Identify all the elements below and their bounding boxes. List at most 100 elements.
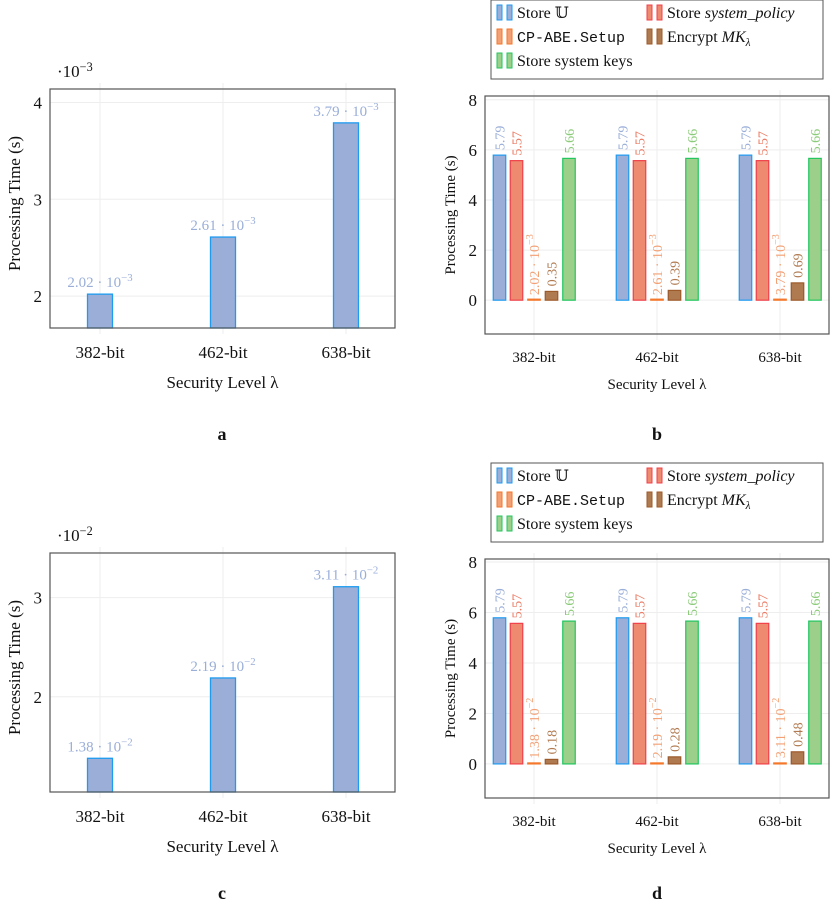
legend-swatch — [656, 491, 663, 508]
data-label: 5.66 — [563, 592, 578, 617]
legend-swatch — [646, 491, 653, 508]
data-label: 5.79 — [494, 588, 509, 613]
data-label: 1.38 · 10−2 — [525, 698, 543, 759]
y-axis-label: Processing Time (s) — [5, 600, 24, 735]
bar-638-bit — [332, 586, 360, 793]
x-axis-label: Security Level λ — [608, 377, 708, 393]
y-tick-label: 0 — [469, 755, 478, 774]
y-tick-label: 6 — [469, 604, 478, 623]
bar-cp-abe.setup — [527, 298, 541, 301]
legend-swatch — [656, 28, 663, 45]
bar-store-system_policy — [509, 622, 524, 765]
bar-cp-abe.setup — [650, 762, 664, 765]
bar-638-bit — [332, 122, 360, 329]
x-axis-label: Security Level λ — [166, 373, 279, 392]
data-label: 0.48 — [792, 722, 807, 747]
legend-swatch — [656, 4, 663, 21]
data-label: 5.57 — [757, 131, 772, 156]
legend-swatch — [506, 52, 513, 69]
y-tick-label: 3 — [34, 190, 43, 209]
panel-label: d — [652, 883, 662, 901]
bar-store-system-keys — [685, 620, 699, 765]
bar-cp-abe.setup — [527, 762, 541, 765]
y-tick-label: 0 — [469, 291, 478, 310]
y-axis-label: Processing Time (s) — [5, 136, 24, 271]
legend-swatch — [506, 28, 513, 45]
chart-panel-a: 2.02 · 10−3 2.61 · 10−3 3.79 · 10−3 ·10−3 2 3… — [5, 60, 396, 444]
legend-label: Store system keys — [517, 53, 633, 70]
chart-panel-c: 1.38 · 10−2 2.19 · 10−2 3.11 · 10−2 ·10−2 2 3… — [5, 524, 396, 901]
x-tick-label: 462-bit — [198, 807, 247, 826]
panel-label: b — [652, 424, 662, 444]
x-axis-label: Security Level λ — [608, 841, 708, 857]
legend-label: Encrypt MKλ — [667, 29, 751, 49]
data-label: 5.79 — [740, 588, 755, 613]
bar-462-bit — [209, 677, 237, 793]
y-tick-label: 8 — [469, 91, 478, 110]
data-label: 5.57 — [634, 594, 649, 619]
legend-label: Store system_policy — [667, 468, 795, 485]
y-tick-label: 4 — [34, 94, 43, 113]
bar-store-𝕌 — [492, 617, 507, 765]
legend-swatch — [506, 467, 513, 484]
legend-label: Encrypt MKλ — [667, 492, 751, 512]
x-tick-label: 638-bit — [758, 814, 802, 830]
legend-swatch — [646, 4, 653, 21]
bar-encrypt-mkλ — [667, 289, 682, 301]
bar-cp-abe.setup — [773, 762, 787, 765]
data-label: 5.66 — [809, 592, 824, 617]
data-label: 5.66 — [686, 592, 701, 617]
y-tick-label: 2 — [34, 688, 43, 707]
x-tick-label: 382-bit — [512, 814, 556, 830]
data-label: 2.19 · 10−2 — [648, 697, 666, 758]
data-label: 2.02 · 10−3 — [67, 272, 132, 291]
bar-store-system-keys — [562, 620, 576, 765]
data-label: 5.66 — [563, 129, 578, 154]
legend-label: Store 𝕌 — [517, 5, 569, 22]
plot-frame — [49, 552, 396, 793]
legend-swatch — [496, 467, 503, 484]
legend-swatch — [496, 4, 503, 21]
data-label: 5.57 — [757, 594, 772, 619]
legend-swatch — [496, 491, 503, 508]
x-tick-label: 462-bit — [635, 814, 679, 830]
legend: Store 𝕌 Store system_policy CP-ABE.Setup En… — [490, 462, 824, 543]
bar-382-bit — [86, 293, 114, 329]
legend-swatch — [496, 515, 503, 532]
bar-store-system-keys — [808, 620, 822, 765]
data-label: 5.57 — [634, 131, 649, 156]
y-tick-label: 2 — [469, 241, 478, 260]
legend-swatch — [506, 4, 513, 21]
legend-swatch — [506, 515, 513, 532]
bar-store-𝕌 — [738, 617, 753, 765]
bar-store-𝕌 — [615, 154, 630, 301]
panel-label: c — [218, 883, 226, 901]
bar-cp-abe.setup — [773, 298, 787, 301]
data-label: 0.35 — [546, 262, 561, 287]
legend-swatch — [496, 52, 503, 69]
x-tick-label: 382-bit — [75, 343, 124, 362]
plot-frame — [484, 558, 830, 799]
x-tick-label: 638-bit — [321, 343, 370, 362]
legend: Store 𝕌 Store system_policy CP-ABE.Setup En… — [490, 0, 824, 80]
axis-multiplier: ·10−2 — [57, 524, 93, 545]
bar-store-𝕌 — [492, 154, 507, 301]
bar-store-system_policy — [755, 160, 770, 301]
bar-encrypt-mkλ — [544, 290, 559, 301]
bar-cp-abe.setup — [650, 298, 664, 301]
y-tick-label: 8 — [469, 553, 478, 572]
bar-encrypt-mkλ — [544, 758, 559, 765]
data-label: 3.79 · 10−3 — [313, 101, 378, 120]
data-label: 0.18 — [546, 730, 561, 755]
plot-frame — [484, 95, 830, 335]
data-label: 5.57 — [511, 594, 526, 619]
bar-encrypt-mkλ — [790, 282, 805, 301]
legend-label: CP-ABE.Setup — [517, 30, 625, 47]
bar-store-system-keys — [685, 157, 699, 301]
legend-swatch — [496, 28, 503, 45]
chart-panel-d: 5.79 5.79 5.795.57 5.57 5.571.38 · 10−22.19 … — [443, 462, 830, 901]
legend-label: Store system_policy — [667, 5, 795, 22]
data-label: 5.57 — [511, 131, 526, 156]
bar-store-system_policy — [632, 160, 647, 301]
bar-encrypt-mkλ — [790, 751, 805, 765]
